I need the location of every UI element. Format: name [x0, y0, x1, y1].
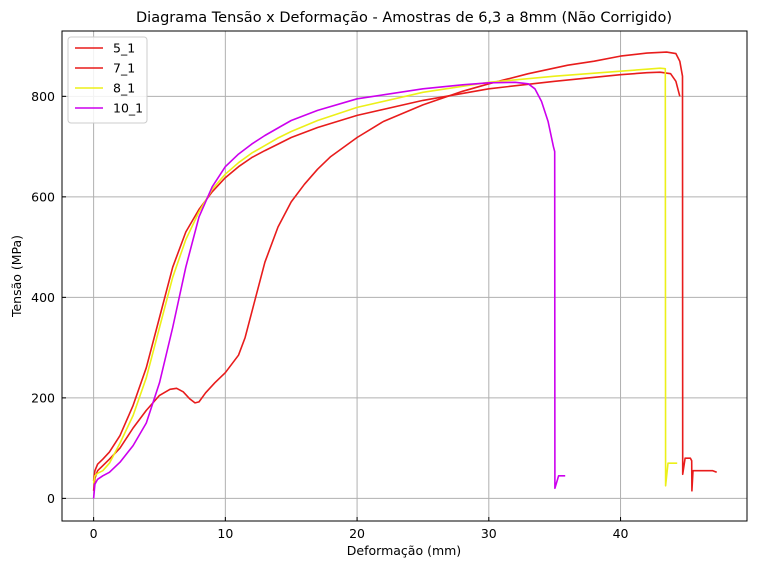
x-axis-label: Deformação (mm) [347, 543, 461, 558]
y-axis-label: Tensão (MPa) [9, 235, 24, 318]
legend-label-5_1: 5_1 [113, 41, 135, 56]
grid-lines [62, 31, 747, 521]
legend: 5_1 7_1 8_1 10_1 [67, 36, 148, 124]
legend-label-10_1: 10_1 [113, 101, 143, 116]
series-line-10_1 [92, 81, 566, 499]
y-tick-label: 200 [31, 390, 55, 405]
y-tick-label: 400 [31, 290, 55, 305]
legend-box [67, 36, 148, 124]
x-tick-label: 0 [90, 526, 98, 541]
series-line-5_1 [92, 51, 718, 492]
legend-label-7_1: 7_1 [113, 61, 135, 76]
x-tick-label: 20 [349, 526, 365, 541]
x-tick-label: 30 [481, 526, 497, 541]
y-tick-label: 600 [31, 189, 55, 204]
y-tick-label: 800 [31, 89, 55, 104]
y-tick-label: 0 [47, 491, 55, 506]
series-line-8_1 [92, 67, 678, 487]
x-tick-label: 40 [613, 526, 629, 541]
chart-title: Diagrama Tensão x Deformação - Amostras … [136, 10, 672, 26]
series-lines [92, 51, 718, 499]
legend-label-8_1: 8_1 [113, 81, 135, 96]
plot-frame [61, 30, 748, 522]
x-tick-label: 10 [217, 526, 233, 541]
series-line-7_1 [92, 71, 681, 481]
